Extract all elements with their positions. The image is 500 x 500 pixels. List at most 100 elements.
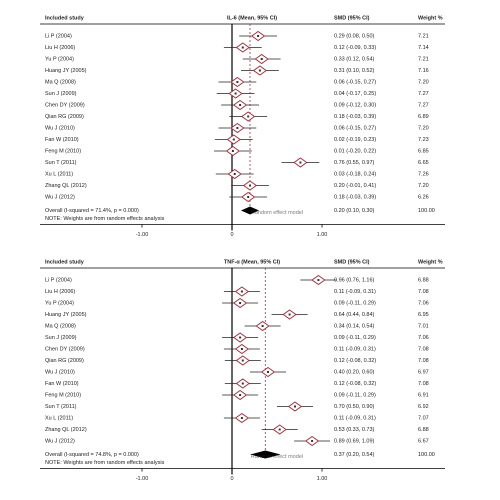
column-header: IL-6 (Mean, 95% CI) <box>227 15 277 21</box>
weight-label: 7.16 <box>418 68 429 74</box>
weight-label: 7.21 <box>418 56 429 62</box>
smd-label: 0.89 (0.69, 1.09) <box>334 438 375 444</box>
smd-label: 0.70 (0.50, 0.90) <box>334 404 375 410</box>
point-center <box>236 81 239 83</box>
weight-label: 7.07 <box>418 415 429 421</box>
point-center <box>236 127 239 129</box>
weight-label: 6.89 <box>418 114 429 120</box>
point-center <box>231 150 234 152</box>
smd-label: 0.09 (-0.11, 0.29) <box>334 392 376 398</box>
point-center <box>249 184 251 187</box>
smd-label: 0.11 (-0.09, 0.31) <box>334 289 376 295</box>
weight-label: 7.14 <box>418 45 429 51</box>
smd-label: 0.12 (-0.09, 0.33) <box>334 45 376 51</box>
x-tick-label: 1.00 <box>317 476 328 482</box>
column-header: Weight % <box>418 259 443 265</box>
study-label: Li P (2004) <box>45 33 72 39</box>
study-label: Feng M (2010) <box>45 392 81 398</box>
point-center <box>241 382 244 385</box>
overall-label: Overall (I-squared = 71.4%, p = 0.000) <box>45 208 139 214</box>
weight-label: 7.20 <box>418 125 429 131</box>
study-label: Feng M (2010) <box>45 148 81 154</box>
overall-weight: 100.00 <box>418 452 435 458</box>
smd-label: 0.01 (-0.20, 0.22) <box>334 148 376 154</box>
smd-label: 0.40 (0.20, 0.60) <box>334 369 375 375</box>
study-label: Wu J (2012) <box>45 438 75 444</box>
smd-label: 0.06 (-0.15, 0.27) <box>334 79 376 85</box>
point-center <box>234 92 237 95</box>
weight-label: 6.88 <box>418 277 429 283</box>
overall-value: 0.37 (0.20, 0.54) <box>334 452 375 458</box>
smd-label: 0.53 (0.33, 0.73) <box>334 427 375 433</box>
weight-label: 7.06 <box>418 335 429 341</box>
x-tick-label: 0 <box>230 476 233 482</box>
weight-label: 6.95 <box>418 312 429 318</box>
overall-value: 0.20 (0.10, 0.30) <box>334 208 375 214</box>
study-label: Wu J (2012) <box>45 194 75 200</box>
annotation: Random effect model <box>251 210 303 216</box>
point-center <box>247 115 250 118</box>
smd-label: 0.96 (0.76, 1.16) <box>334 277 375 283</box>
point-center <box>258 69 261 72</box>
study-label: Chen DY (2009) <box>45 346 85 352</box>
x-tick-label: 0 <box>230 232 233 238</box>
overall-label: Overall (I-squared = 74.8%, p = 0.000) <box>45 452 139 458</box>
smd-label: 0.76 (0.55, 0.97) <box>334 160 375 166</box>
note: NOTE: Weights are from random effects an… <box>45 460 165 466</box>
study-label: Wu J (2010) <box>45 369 75 375</box>
study-label: Sun J (2009) <box>45 335 77 341</box>
smd-label: 0.29 (0.08, 0.50) <box>334 33 375 39</box>
column-header: SMD (95% CI) <box>334 15 370 21</box>
weight-label: 6.85 <box>418 148 429 154</box>
smd-label: 0.33 (0.12, 0.54) <box>334 56 375 62</box>
point-center <box>240 290 243 293</box>
point-center <box>239 336 242 339</box>
study-label: Xu L (2011) <box>45 171 73 177</box>
column-header: Weight % <box>418 15 443 21</box>
smd-label: 0.12 (-0.08, 0.32) <box>334 381 376 387</box>
point-center <box>239 104 242 106</box>
study-label: Fan W (2010) <box>45 381 79 387</box>
weight-label: 7.20 <box>418 183 429 189</box>
study-label: Chen DY (2009) <box>45 102 85 108</box>
point-center <box>261 325 264 327</box>
weight-label: 7.23 <box>418 137 429 143</box>
weight-label: 6.67 <box>418 438 429 444</box>
smd-label: 0.31 (0.10, 0.52) <box>334 68 375 74</box>
point-center <box>247 196 250 198</box>
smd-label: 0.18 (-0.03, 0.39) <box>334 194 376 200</box>
point-center <box>240 417 243 419</box>
point-center <box>294 405 296 408</box>
column-header: Included study <box>45 15 85 21</box>
study-label: Ma Q (2008) <box>45 79 76 85</box>
smd-label: 0.12 (-0.08, 0.32) <box>334 358 376 364</box>
study-label: Qian RG (2009) <box>45 358 84 364</box>
point-center <box>239 302 242 304</box>
point-center <box>232 138 235 141</box>
point-center <box>288 313 291 316</box>
x-tick-label: -1.00 <box>136 476 149 482</box>
study-label: Zhang QL (2012) <box>45 183 87 189</box>
smd-label: 0.34 (0.14, 0.54) <box>334 323 375 329</box>
weight-label: 7.26 <box>418 171 429 177</box>
weight-label: 7.08 <box>418 358 429 364</box>
point-center <box>267 371 269 373</box>
study-label: Zhang QL (2012) <box>45 427 87 433</box>
smd-label: 0.20 (-0.01, 0.41) <box>334 183 376 189</box>
point-center <box>239 394 242 396</box>
study-label: Liu H (2006) <box>45 289 75 295</box>
weight-label: 7.21 <box>418 33 429 39</box>
point-center <box>317 279 320 281</box>
column-header: TNF-α (Mean, 95% CI) <box>224 259 280 265</box>
weight-label: 7.27 <box>418 102 429 108</box>
weight-label: 6.88 <box>418 427 429 433</box>
smd-label: 0.09 (-0.11, 0.29) <box>334 300 376 306</box>
point-center <box>257 35 260 37</box>
smd-label: 0.06 (-0.15, 0.27) <box>334 125 376 131</box>
point-center <box>241 359 244 362</box>
point-center <box>240 348 243 350</box>
point-center <box>311 440 314 442</box>
weight-label: 7.06 <box>418 300 429 306</box>
